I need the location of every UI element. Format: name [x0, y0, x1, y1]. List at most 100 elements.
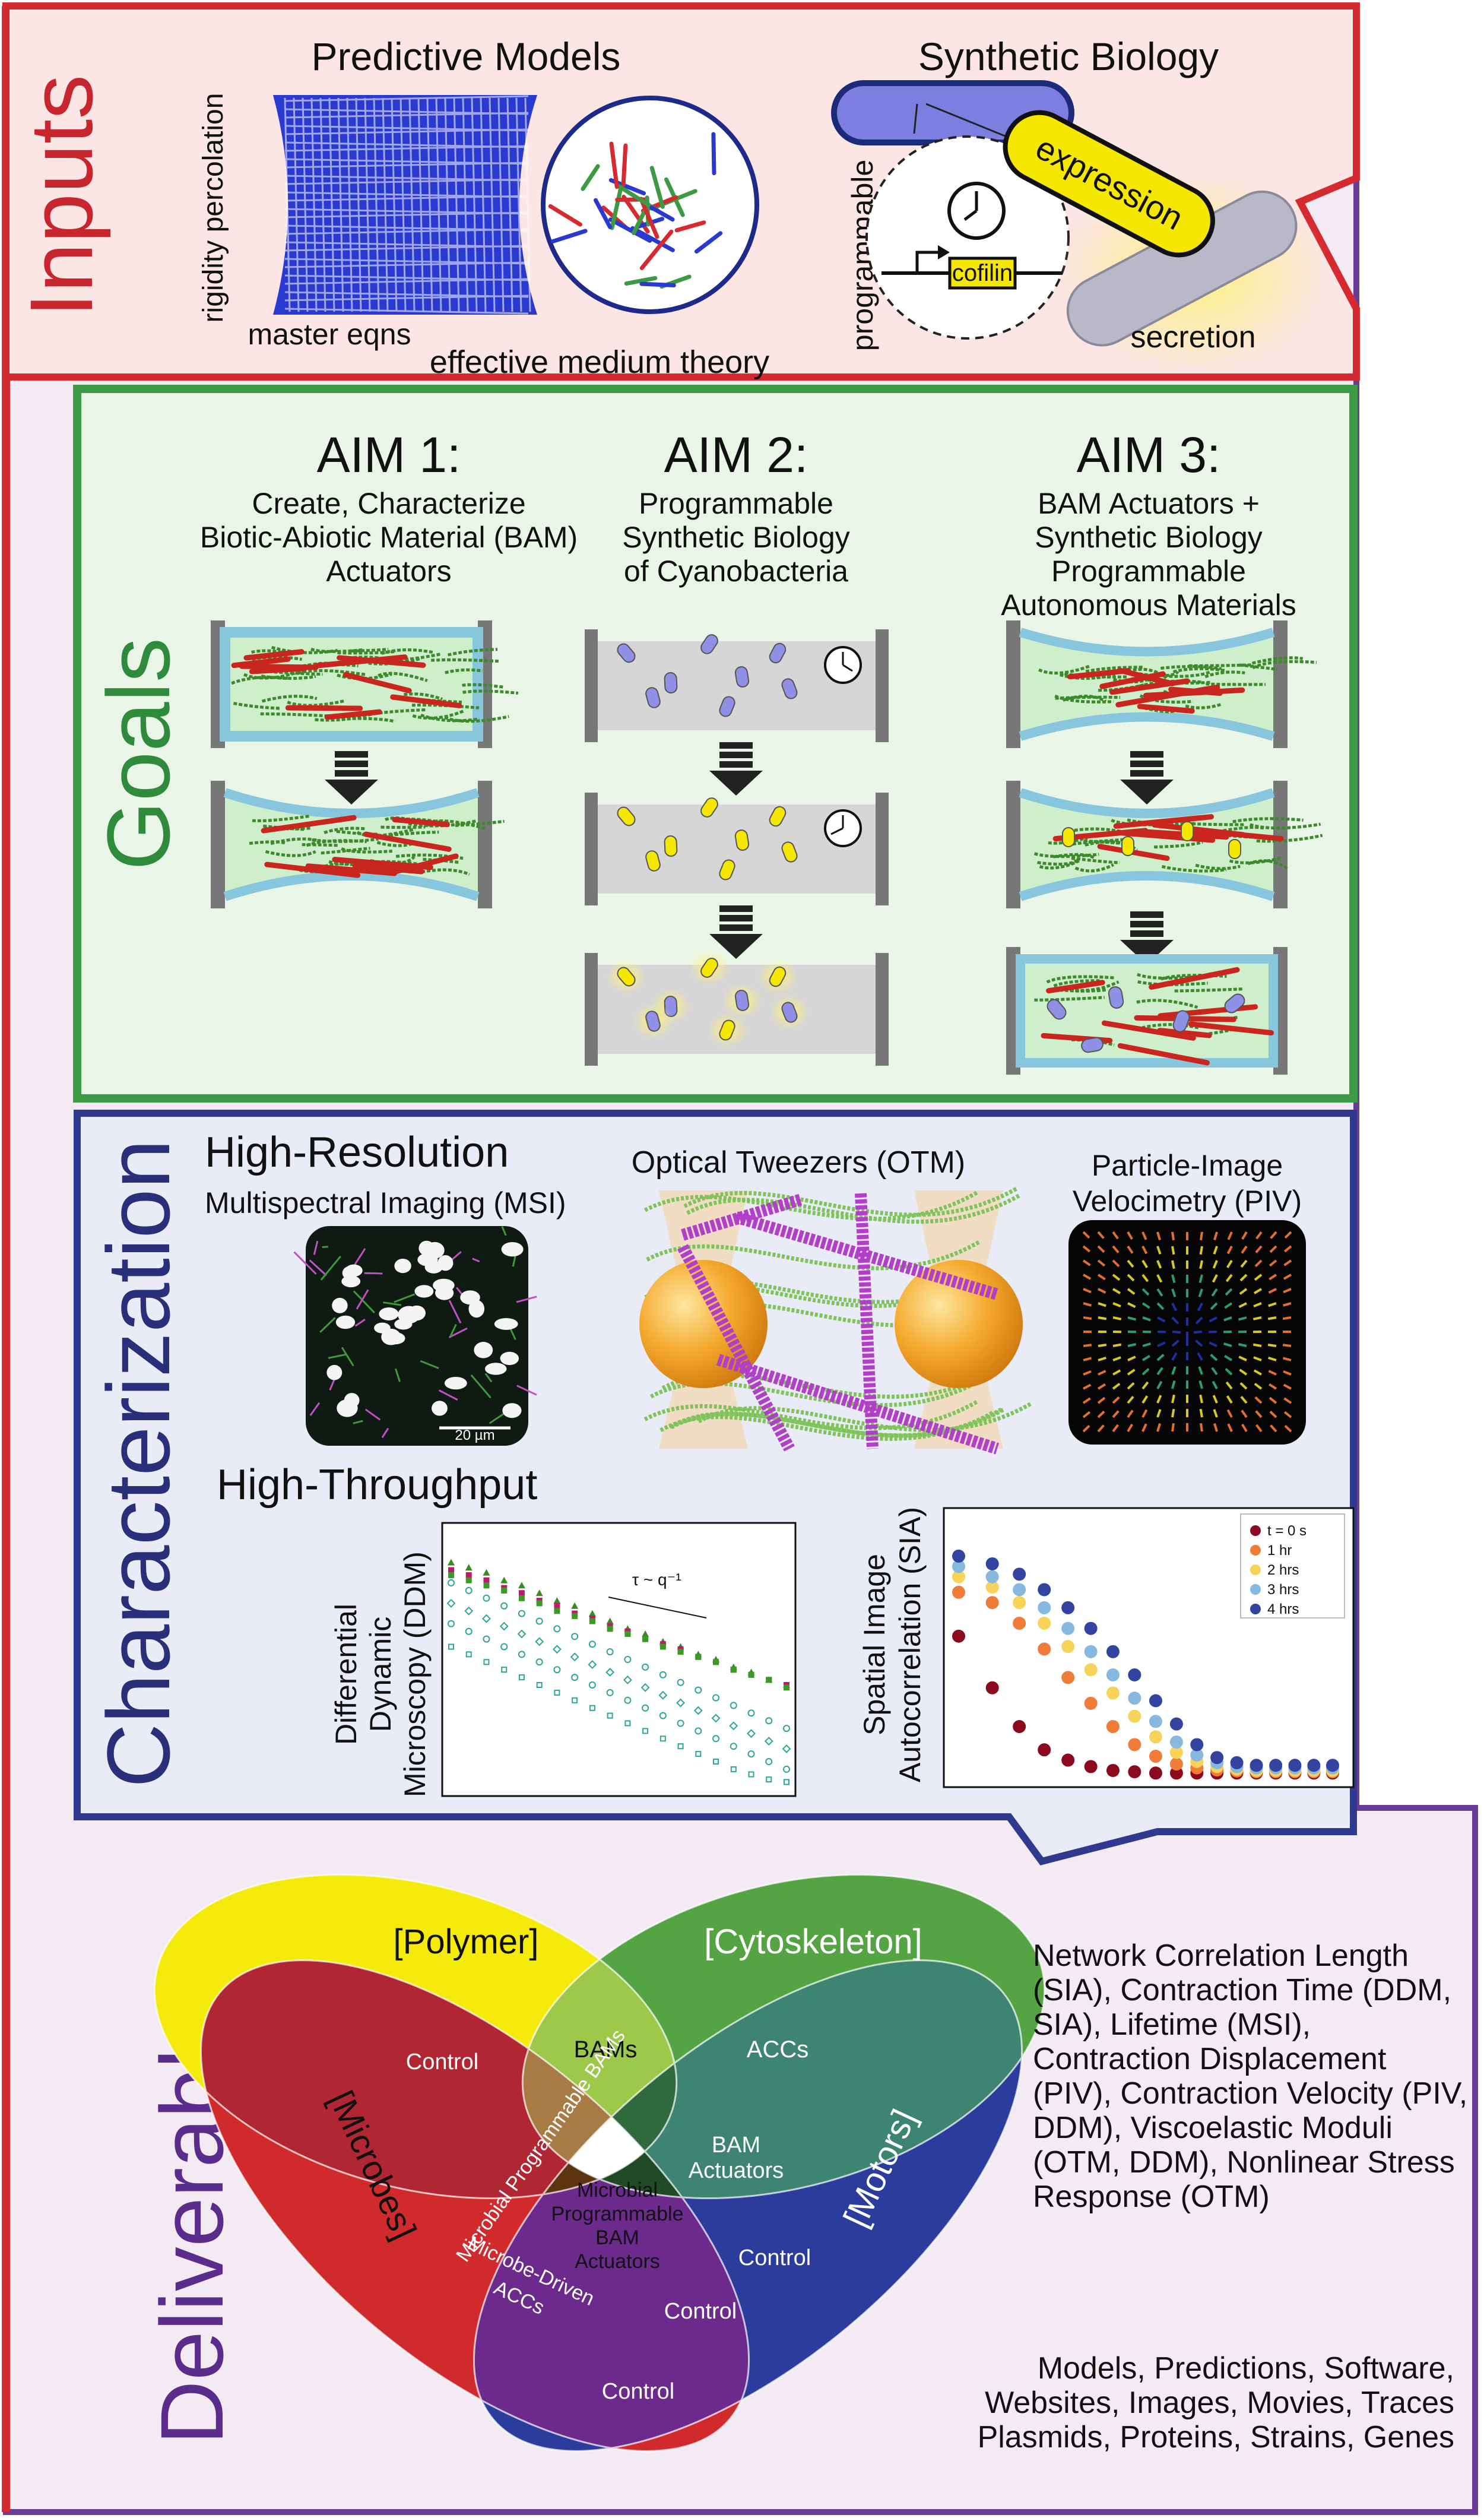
venn-label-center-1: Microbial [577, 2179, 658, 2202]
ddm-point [588, 1610, 596, 1617]
sia-point [952, 1549, 965, 1563]
ddm-point [640, 1683, 650, 1692]
ddm-point [448, 1559, 455, 1566]
ddm-point [500, 1602, 508, 1610]
sia-point [1128, 1765, 1141, 1779]
aim2-line2: Synthetic Biology [622, 521, 850, 554]
synthetic-biology-title: Synthetic Biology [918, 34, 1219, 78]
aim1-line1: Create, Characterize [252, 487, 525, 520]
sia-point [1013, 1567, 1026, 1581]
aim3-line1: BAM Actuators + [1038, 487, 1260, 520]
ddm-point [695, 1686, 702, 1694]
ddm-point [448, 1572, 454, 1579]
aim3-autonomous-material-panels [1006, 620, 1323, 1075]
ddm-point [607, 1626, 613, 1632]
aim1-bam-after [211, 781, 505, 908]
ddm-point [483, 1635, 490, 1643]
aim2-cyanobacteria-panels [585, 629, 889, 1066]
ddm-point [624, 1720, 631, 1727]
sia-point [1106, 1763, 1120, 1777]
ddm-point [570, 1652, 579, 1662]
ddm-point [624, 1696, 632, 1704]
ddm-point [554, 1689, 560, 1696]
venn-diagram: [Polymer] [Cytoskeleton] [Microbes] [Mot… [153, 1874, 1046, 2452]
ddm-point [730, 1667, 737, 1673]
ddm-point [501, 1667, 508, 1673]
ddm-point [624, 1631, 631, 1637]
sia-point [1038, 1617, 1051, 1630]
venn-label-bam-actuators-1: BAM [712, 2133, 760, 2158]
sia-point [1190, 1748, 1204, 1762]
sia-point [952, 1560, 965, 1573]
inputs-panel: Inputs Predictive Models rigidity percol… [2, 2, 1360, 381]
sia-point [1326, 1759, 1339, 1772]
sia-point [1013, 1617, 1026, 1630]
ddm-point [695, 1654, 702, 1660]
ddm-point [518, 1651, 525, 1658]
sia-point [1128, 1668, 1141, 1681]
ddm-point [623, 1675, 632, 1684]
sia-point [952, 1629, 965, 1643]
venn-label-bam-actuators-2: Actuators [689, 2158, 784, 2183]
effective-medium-theory-label: effective medium theory [430, 344, 769, 380]
ddm-point [642, 1663, 649, 1671]
ddm-point [571, 1633, 579, 1640]
ddm-point [535, 1589, 543, 1597]
ddm-point [711, 1713, 721, 1723]
sia-point [1038, 1743, 1051, 1757]
ddm-point [713, 1659, 719, 1665]
sia-point [1149, 1766, 1162, 1780]
sia-point [1210, 1751, 1224, 1765]
ddm-point [748, 1671, 754, 1678]
ddm-point [535, 1617, 543, 1625]
ddm-point [676, 1698, 685, 1708]
deliverables-outputs-line2: Websites, Images, Movies, Traces [985, 2386, 1454, 2420]
predictive-models-title: Predictive Models [312, 34, 621, 78]
sia-point [1169, 1746, 1183, 1759]
master-eqns-label: master eqns [248, 318, 411, 351]
venn-label-center-4: Actuators [575, 2250, 660, 2273]
aim2-line1: Programmable [639, 487, 833, 520]
sia-legend-label: 4 hrs [1267, 1601, 1299, 1617]
ddm-point [589, 1705, 595, 1711]
deliverables-metrics-text: Network Correlation Length (SIA), Contra… [1033, 1939, 1468, 2214]
sia-point [1106, 1686, 1120, 1700]
ddm-point [730, 1766, 737, 1772]
ddm-point [606, 1617, 614, 1624]
sia-point [1061, 1601, 1075, 1614]
ddm-point [465, 1627, 473, 1635]
ddm-point [553, 1597, 561, 1604]
ddm-point [605, 1668, 615, 1677]
ddm-point [536, 1682, 543, 1688]
ddm-point [535, 1658, 543, 1666]
ddm-point [730, 1702, 737, 1709]
sia-point [985, 1596, 999, 1610]
sia-legend-marker [1250, 1545, 1261, 1556]
ddm-point [572, 1697, 578, 1703]
sia-point [952, 1585, 965, 1599]
sia-legend-marker [1250, 1604, 1261, 1614]
sia-point [1084, 1645, 1098, 1658]
sia-point [1128, 1709, 1141, 1723]
ddm-point [783, 1725, 790, 1732]
cofilin-label: cofilin [952, 260, 1013, 286]
sia-point [1128, 1738, 1141, 1751]
sia-point [985, 1581, 999, 1594]
sia-point [1106, 1668, 1120, 1681]
ddm-point [500, 1576, 508, 1583]
ddm-point [572, 1613, 578, 1619]
sia-point [1149, 1694, 1162, 1708]
ddm-point [642, 1636, 649, 1642]
venn-label-accs: ACCs [747, 2036, 808, 2063]
sia-point [1013, 1596, 1026, 1610]
aim3-title: AIM 3: [1077, 427, 1221, 483]
sia-legend-label: 2 hrs [1267, 1562, 1299, 1578]
ddm-point [765, 1717, 773, 1725]
aim1-title: AIM 1: [317, 427, 461, 483]
ddm-point [465, 1564, 473, 1571]
otm-label: Optical Tweezers (OTM) [632, 1145, 965, 1180]
venn-label-control-bottom: Control [602, 2379, 675, 2404]
clock-icon [947, 182, 1006, 240]
ddm-point [642, 1630, 649, 1637]
